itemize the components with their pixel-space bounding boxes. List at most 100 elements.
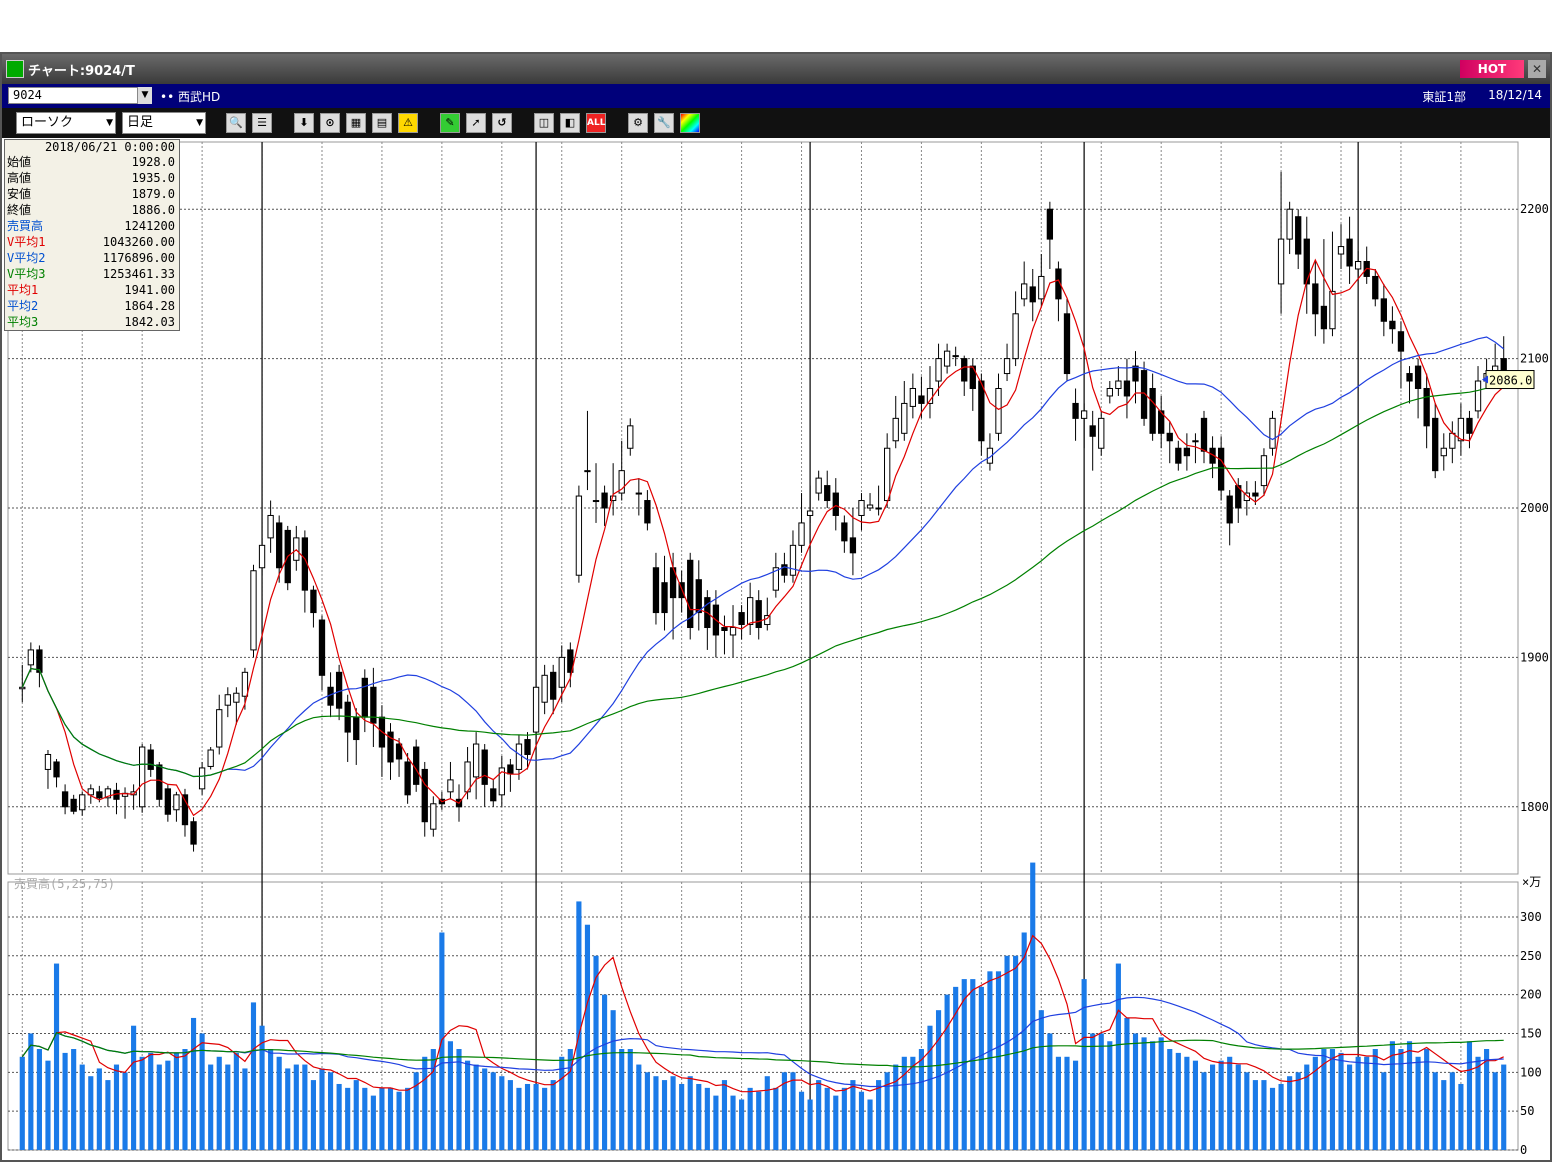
code-dropdown-icon[interactable]: ▼ <box>138 87 152 104</box>
search-icon[interactable]: ⊙ <box>320 113 340 133</box>
candle-body <box>532 686 540 733</box>
volume-bar <box>1175 1052 1181 1150</box>
calendar-icon[interactable]: ▤ <box>372 113 392 133</box>
volume-bar <box>721 1080 728 1150</box>
cursor-icon[interactable]: ➚ <box>466 113 486 133</box>
candle-body <box>233 692 240 703</box>
candle-body <box>1474 380 1482 412</box>
candle-body <box>147 749 154 770</box>
hot-button[interactable]: HOT <box>1460 60 1524 78</box>
chart-type-select[interactable]: ローソク ▼ <box>16 112 116 134</box>
data-window-row: 高値 1935.0 <box>5 170 177 186</box>
undo-icon[interactable]: ↺ <box>492 113 512 133</box>
volume-bar <box>636 1064 642 1150</box>
volume-bar <box>405 1087 411 1150</box>
chart-type-value: ローソク <box>21 115 74 130</box>
volume-bar <box>345 1087 351 1150</box>
volume-bar <box>978 986 984 1150</box>
candle-body <box>472 743 480 778</box>
candle-body <box>515 743 523 770</box>
all-button[interactable]: ALL <box>586 113 606 133</box>
volume-bar <box>71 1049 77 1150</box>
candle-body <box>644 500 651 524</box>
volume-bar <box>310 1080 316 1150</box>
period-select[interactable]: 日足 ▼ <box>122 112 206 134</box>
candle-body <box>258 544 266 569</box>
volume-bar <box>516 1087 522 1150</box>
candle-body <box>267 514 274 539</box>
volume-bar <box>1329 1049 1336 1150</box>
candle-body <box>601 492 608 509</box>
volume-bar <box>362 1087 368 1150</box>
candle-body <box>216 709 223 748</box>
volume-bar <box>62 1052 68 1150</box>
split-icon[interactable]: ◫ <box>534 113 554 133</box>
volume-bar <box>1269 1087 1276 1150</box>
candle-body <box>584 470 591 473</box>
candle-body <box>978 380 985 442</box>
data-window-label: 終値 <box>7 203 32 217</box>
grid-icon[interactable]: ▦ <box>346 113 366 133</box>
volume-bar <box>1321 1049 1327 1150</box>
alert-icon[interactable]: ⚠ <box>398 113 418 133</box>
candle-body <box>858 500 865 516</box>
candle-body <box>909 387 917 407</box>
chevron-down-icon: ▼ <box>196 118 203 128</box>
candle-body <box>755 600 762 629</box>
candle-body <box>558 656 565 688</box>
data-window-row: 平均2 1864.28 <box>5 298 177 314</box>
volume-axis-label: 売買高(5,25,75) <box>14 876 115 891</box>
volume-bar <box>910 1056 916 1150</box>
price-tick-label: 2100 <box>1520 352 1549 366</box>
volume-bar <box>353 1080 359 1150</box>
data-window-row: 終値 1886.0 <box>5 202 177 218</box>
volume-bar <box>302 1064 308 1150</box>
data-window-label: 安値 <box>7 187 32 201</box>
split2-icon[interactable]: ◧ <box>560 113 580 133</box>
candlestick-chart[interactable]: 1800 1900 2000 2100 2200 0 50 100 150 200 250 300 ×万… <box>2 138 1550 1160</box>
candle-body <box>1106 387 1113 397</box>
code-input[interactable]: 9024 <box>8 87 138 104</box>
candle-body <box>353 716 360 741</box>
pen-icon[interactable]: ✎ <box>440 113 460 133</box>
volume-bar <box>499 1076 505 1150</box>
download-icon[interactable]: ⬇ <box>294 113 314 133</box>
volume-ma-long-line <box>21 1031 1504 1068</box>
close-button[interactable]: ✕ <box>1528 60 1546 78</box>
volume-bar <box>790 1072 796 1150</box>
candle-body <box>139 746 146 808</box>
volume-bar <box>542 1087 548 1150</box>
volume-bar <box>1004 955 1010 1150</box>
volume-bar <box>473 1064 479 1150</box>
candle-body <box>1423 387 1430 427</box>
zoom-icon[interactable]: 🔍 <box>226 113 246 133</box>
volume-bar <box>96 1068 102 1150</box>
data-window-label: V平均3 <box>7 267 46 281</box>
data-window-label: V平均2 <box>7 251 46 265</box>
volume-bar <box>876 1080 882 1150</box>
data-window-value: 1043260.00 <box>102 235 175 249</box>
layout-icon[interactable]: ☰ <box>252 113 272 133</box>
volume-bar <box>1055 1056 1061 1150</box>
volume-bar <box>713 1095 719 1150</box>
chart-area[interactable]: 1800 1900 2000 2100 2200 0 50 100 150 200 250 300 ×万… <box>2 138 1550 1160</box>
candle-body <box>507 764 514 775</box>
gear-icon[interactable]: ⚙ <box>628 113 648 133</box>
volume-bar <box>45 1060 51 1150</box>
candle-body <box>1329 290 1336 330</box>
volume-bar <box>1458 1083 1464 1150</box>
wrench-icon[interactable]: 🔧 <box>654 113 674 133</box>
candle-body <box>224 694 231 706</box>
volume-bar <box>661 1080 668 1150</box>
candle-body <box>1337 246 1345 255</box>
data-window-value: 1864.28 <box>124 299 175 313</box>
color-icon[interactable] <box>680 113 700 133</box>
volume-bar <box>961 979 967 1150</box>
volume-bar <box>1424 1049 1430 1150</box>
candle-body <box>841 522 848 542</box>
candle-body <box>1063 313 1071 375</box>
price-tick-label: 2000 <box>1520 501 1549 515</box>
candle-body <box>1440 447 1447 457</box>
volume-bar <box>901 1056 907 1150</box>
candle-body <box>498 767 505 796</box>
